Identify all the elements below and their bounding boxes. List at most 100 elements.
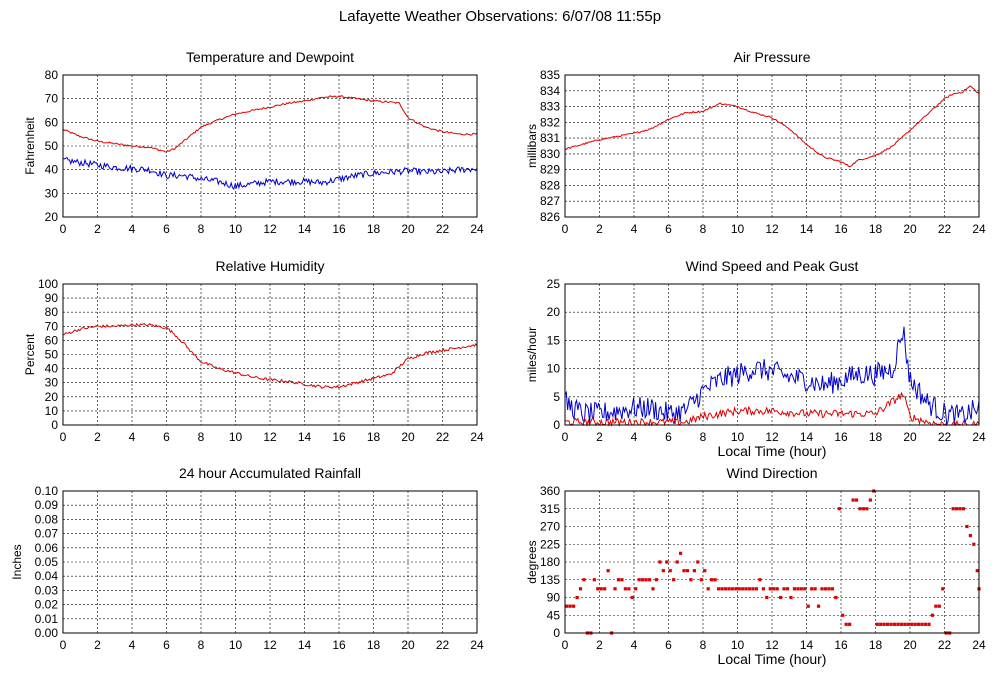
- x-tick-label: 0: [562, 638, 569, 652]
- x-tick-label: 18: [869, 430, 883, 444]
- x-tick-label: 16: [834, 222, 848, 236]
- x-tick-label: 12: [765, 430, 779, 444]
- temp-ylabel: Fahrenheit: [23, 117, 37, 175]
- x-tick-label: 6: [163, 222, 170, 236]
- direction-point: [913, 622, 917, 626]
- direction-point: [827, 587, 831, 591]
- x-tick-label: 16: [834, 638, 848, 652]
- x-tick-label: 14: [800, 222, 814, 236]
- y-tick-label: 90: [45, 291, 59, 305]
- direction-point: [796, 587, 800, 591]
- direction-point: [875, 622, 879, 626]
- x-tick-label: 16: [332, 638, 346, 652]
- direction-point: [954, 507, 959, 511]
- x-tick-label: 8: [198, 638, 205, 652]
- pressure-ylabel: millibars: [525, 124, 539, 168]
- direction-point: [710, 578, 714, 582]
- x-tick-label: 2: [94, 638, 101, 652]
- direction-point: [741, 587, 745, 591]
- x-tick-label: 6: [665, 430, 672, 444]
- x-tick-label: 0: [60, 430, 67, 444]
- wind-series-0-line: [564, 326, 980, 427]
- x-tick-label: 18: [869, 638, 883, 652]
- direction-point: [672, 578, 676, 582]
- x-tick-label: 8: [700, 222, 707, 236]
- x-tick-label: 2: [94, 430, 101, 444]
- direction-point: [830, 587, 834, 591]
- x-tick-label: 24: [972, 222, 986, 236]
- direction-point: [689, 578, 693, 582]
- direction-point: [837, 507, 841, 511]
- y-tick-label: 225: [540, 537, 560, 551]
- direction-point: [678, 551, 683, 555]
- y-tick-label: 0.00: [35, 626, 59, 640]
- x-tick-label: 20: [401, 222, 415, 236]
- direction-point: [772, 587, 776, 591]
- x-tick-label: 12: [263, 638, 277, 652]
- direction-point: [879, 622, 883, 626]
- x-tick-label: 20: [903, 430, 917, 444]
- direction-point: [972, 542, 976, 546]
- direction-point: [703, 569, 707, 573]
- direction-point: [568, 604, 572, 608]
- direction-point: [823, 587, 828, 591]
- direction-point: [868, 498, 872, 502]
- y-tick-label: 315: [540, 502, 560, 516]
- direction-point: [785, 587, 790, 591]
- direction-point: [899, 622, 903, 626]
- direction-point: [603, 587, 607, 591]
- direction-point: [616, 578, 621, 582]
- direction-point: [810, 587, 814, 591]
- direction-point: [941, 587, 945, 591]
- x-tick-label: 20: [401, 430, 415, 444]
- y-tick-label: 30: [45, 376, 59, 390]
- direction-point: [768, 587, 772, 591]
- x-tick-label: 4: [129, 430, 136, 444]
- x-tick-label: 22: [938, 222, 952, 236]
- x-tick-label: 0: [562, 430, 569, 444]
- direction-point: [937, 604, 941, 608]
- x-tick-label: 18: [367, 638, 381, 652]
- x-tick-label: 20: [401, 638, 415, 652]
- direction-point: [923, 622, 928, 626]
- direction-point: [641, 578, 645, 582]
- y-tick-label: 835: [540, 68, 560, 82]
- x-tick-label: 20: [903, 222, 917, 236]
- x-tick-label: 24: [470, 430, 484, 444]
- direction-point: [841, 613, 845, 617]
- direction-point: [706, 587, 710, 591]
- x-tick-label: 10: [731, 638, 745, 652]
- direction-xlabel: Local Time (hour): [718, 651, 827, 667]
- direction-point: [834, 595, 838, 600]
- direction-point: [575, 595, 579, 600]
- y-tick-label: 30: [45, 186, 59, 200]
- direction-point: [889, 622, 893, 626]
- direction-point: [675, 560, 679, 564]
- direction-point: [865, 507, 869, 511]
- x-tick-label: 24: [470, 222, 484, 236]
- direction-point: [854, 498, 859, 502]
- x-tick-label: 22: [938, 638, 952, 652]
- y-tick-label: 50: [45, 348, 59, 362]
- x-tick-label: 24: [470, 638, 484, 652]
- y-tick-label: 80: [45, 68, 59, 82]
- rain-frame: [62, 490, 478, 634]
- x-tick-label: 16: [834, 430, 848, 444]
- direction-point: [623, 587, 627, 591]
- direction-point: [861, 507, 866, 511]
- x-tick-label: 24: [972, 638, 986, 652]
- direction-point: [910, 622, 914, 626]
- direction-point: [758, 578, 762, 582]
- direction-point: [582, 578, 586, 582]
- direction-point: [661, 569, 665, 573]
- direction-point: [592, 578, 596, 582]
- direction-point: [692, 569, 696, 573]
- direction-point: [896, 622, 900, 626]
- direction-point: [668, 569, 672, 573]
- x-tick-label: 0: [562, 222, 569, 236]
- x-tick-label: 2: [596, 222, 603, 236]
- y-tick-label: 40: [45, 163, 59, 177]
